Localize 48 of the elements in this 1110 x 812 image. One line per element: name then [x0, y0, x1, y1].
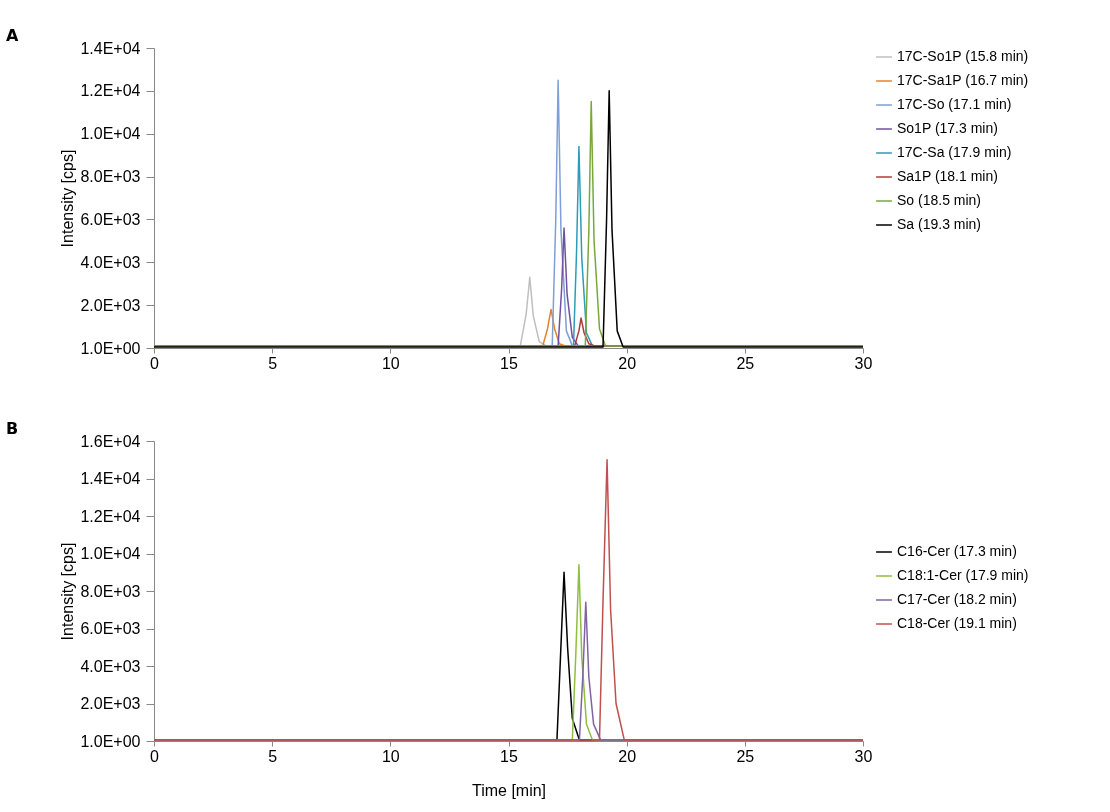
x-tick-label: 0: [150, 354, 160, 372]
x-tick-label: 0: [150, 747, 160, 765]
legend-label: Sa1P (18.1 min): [897, 168, 998, 184]
y-tick-label: 1.6E+04: [80, 432, 141, 450]
legend-label: 17C-Sa1P (16.7 min): [897, 72, 1029, 88]
x-tick-label: 15: [500, 354, 518, 372]
y-axis-title: Intensity [cps]: [59, 149, 77, 248]
x-tick-label: 5: [268, 747, 278, 765]
y-tick-label: 8.0E+03: [80, 582, 141, 600]
x-tick-label: 10: [381, 747, 400, 765]
legend-label: C16-Cer (17.3 min): [897, 543, 1017, 559]
text: A: [6, 26, 19, 45]
y-tick-label: 1.2E+04: [80, 507, 141, 525]
y-tick-label: 1.4E+04: [80, 470, 141, 487]
y-tick-label: 2.0E+03: [80, 695, 141, 713]
y-tick-label: 1.0E+04: [80, 545, 141, 563]
legend-label: 17C-Sa (17.9 min): [897, 144, 1012, 160]
legend-label: So (18.5 min): [897, 192, 982, 208]
legend-label: So1P (17.3 min): [897, 120, 998, 136]
x-tick-label: 20: [618, 354, 637, 372]
y-tick-label: 8.0E+03: [80, 168, 141, 186]
x-tick-label: 30: [854, 354, 873, 372]
legend-label: 17C-So1P (15.8 min): [897, 48, 1029, 64]
y-tick-label: 6.0E+03: [80, 620, 141, 638]
x-tick-label: 5: [268, 354, 278, 372]
y-tick-label: 4.0E+03: [80, 657, 141, 675]
legend-label: C17-Cer (18.2 min): [897, 591, 1017, 607]
y-tick-label: 1.0E+00: [80, 732, 141, 750]
x-tick-label: 10: [381, 354, 400, 372]
x-tick-label: 25: [736, 747, 755, 765]
y-tick-label: 4.0E+03: [80, 253, 141, 271]
y-tick-label: 1.4E+04: [80, 39, 141, 57]
y-axis-title: Intensity [cps]: [59, 542, 77, 641]
x-tick-label: 30: [854, 747, 873, 765]
legend-label: C18:1-Cer (17.9 min): [897, 567, 1029, 583]
y-tick-label: 6.0E+03: [80, 210, 141, 228]
x-tick-label: 25: [736, 354, 755, 372]
legend-label: Sa (19.3 min): [897, 216, 982, 232]
x-axis-title: Time [min]: [471, 781, 547, 799]
x-tick-label: 15: [500, 747, 518, 765]
text: B: [6, 419, 19, 438]
y-tick-label: 1.0E+00: [80, 339, 141, 357]
legend-label: 17C-So (17.1 min): [897, 96, 1012, 112]
legend-label: C18-Cer (19.1 min): [897, 615, 1017, 631]
x-tick-label: 20: [618, 747, 637, 765]
y-tick-label: 1.0E+04: [80, 125, 141, 143]
y-tick-label: 1.2E+04: [80, 82, 141, 100]
y-tick-label: 2.0E+03: [80, 296, 141, 314]
